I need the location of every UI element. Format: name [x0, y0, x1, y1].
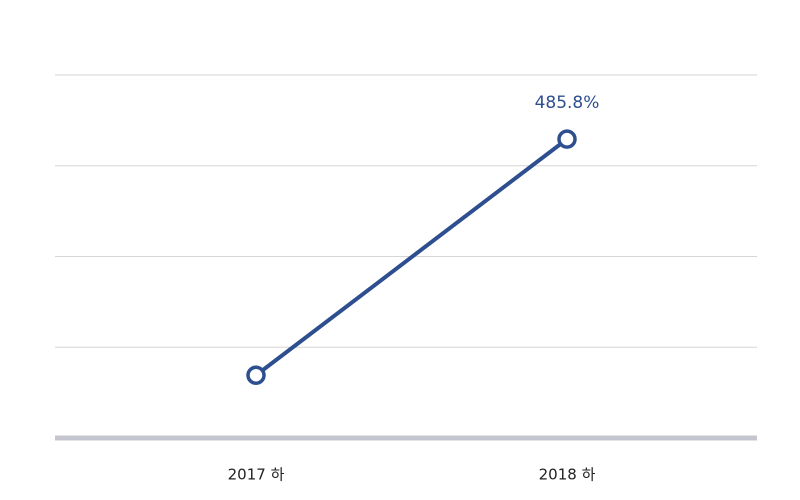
data-label: 485.8%: [535, 93, 600, 113]
line: [254, 137, 569, 377]
point: [246, 365, 266, 385]
x-tick-label: 2017 하: [228, 466, 285, 484]
x-tick-label: 2018 하: [539, 466, 596, 484]
point: [557, 129, 577, 149]
